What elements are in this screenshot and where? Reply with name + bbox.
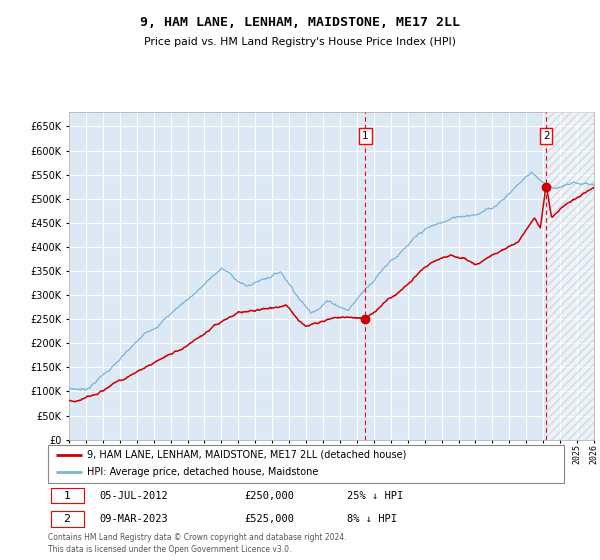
Text: £250,000: £250,000 [244,491,294,501]
Text: 05-JUL-2012: 05-JUL-2012 [100,491,169,501]
Text: Price paid vs. HM Land Registry's House Price Index (HPI): Price paid vs. HM Land Registry's House … [144,37,456,47]
Text: £525,000: £525,000 [244,514,294,524]
FancyBboxPatch shape [50,488,84,503]
Text: 1: 1 [362,131,368,141]
Text: 9, HAM LANE, LENHAM, MAIDSTONE, ME17 2LL (detached house): 9, HAM LANE, LENHAM, MAIDSTONE, ME17 2LL… [86,450,406,460]
Text: 2: 2 [543,131,550,141]
Bar [546,102,594,440]
Text: 9, HAM LANE, LENHAM, MAIDSTONE, ME17 2LL: 9, HAM LANE, LENHAM, MAIDSTONE, ME17 2LL [140,16,460,29]
FancyBboxPatch shape [48,445,564,483]
Text: 8% ↓ HPI: 8% ↓ HPI [347,514,397,524]
Text: 1: 1 [64,491,71,501]
FancyBboxPatch shape [50,511,84,527]
Text: HPI: Average price, detached house, Maidstone: HPI: Average price, detached house, Maid… [86,468,318,478]
Text: Contains HM Land Registry data © Crown copyright and database right 2024.
This d: Contains HM Land Registry data © Crown c… [48,533,347,554]
Text: 25% ↓ HPI: 25% ↓ HPI [347,491,404,501]
Text: 09-MAR-2023: 09-MAR-2023 [100,514,169,524]
Text: 2: 2 [64,514,71,524]
